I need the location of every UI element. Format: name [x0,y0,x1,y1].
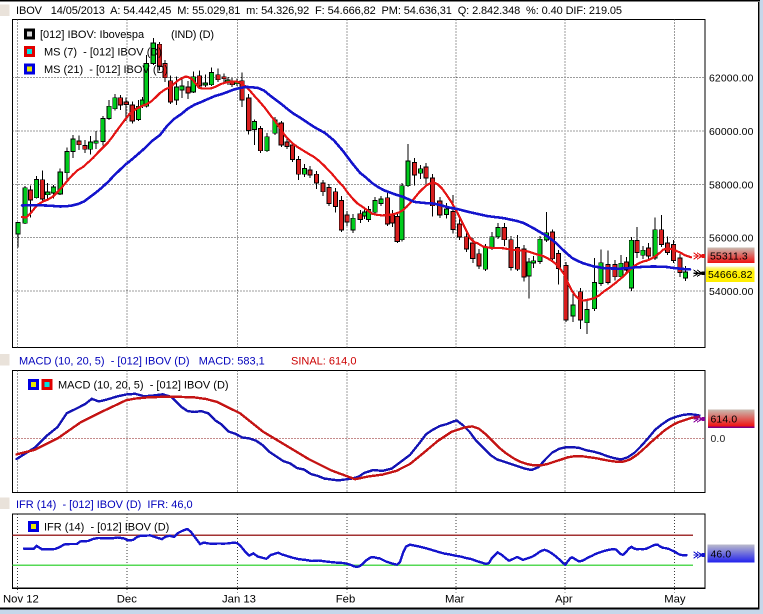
svg-text:Apr: Apr [555,594,573,606]
svg-text:0.0: 0.0 [711,434,726,445]
svg-text:Nov 12: Nov 12 [3,594,39,606]
svg-text:Feb: Feb [336,594,355,606]
svg-text:MACD (10, 20, 5) - [012] IBOV: MACD (10, 20, 5) - [012] IBOV (D) MACD: … [19,356,265,368]
svg-text:May: May [664,594,686,606]
svg-text:MS (7) - [012] IBOV (D): MS (7) - [012] IBOV (D) [44,47,162,59]
svg-text:Mar: Mar [445,594,465,606]
svg-text:(IND) (D): (IND) (D) [171,29,214,41]
svg-text:54000.00: 54000.00 [709,287,754,298]
svg-text:Dec: Dec [117,594,137,606]
svg-text:IFR (14) - [012] IBOV (D) IF: IFR (14) - [012] IBOV (D) IFR: 46,0 [16,499,193,511]
svg-text:54666.82: 54666.82 [708,270,753,281]
svg-text:60000.00: 60000.00 [709,127,754,138]
svg-text:46.0: 46.0 [711,550,732,561]
svg-text:SINAL: 614,0: SINAL: 614,0 [291,356,356,368]
svg-text:56000.00: 56000.00 [709,234,754,245]
svg-text:58000.00: 58000.00 [709,180,754,191]
svg-text:MACD (10, 20, 5) - [012] IBOV: MACD (10, 20, 5) - [012] IBOV (D) [58,380,229,392]
svg-text:62000.00: 62000.00 [709,74,754,85]
svg-text:Jan 13: Jan 13 [222,594,256,606]
svg-text:MS (21) - [012] IBOV (D): MS (21) - [012] IBOV (D) [44,64,168,76]
svg-text:55311.3: 55311.3 [710,251,748,262]
svg-text:IFR (14) - [012] IBOV (D): IFR (14) - [012] IBOV (D) [44,522,169,534]
svg-text:[012] IBOV: Ibovespa: [012] IBOV: Ibovespa [40,29,145,41]
svg-text:IBOV 14/05/2013 A: 54.442,4: IBOV 14/05/2013 A: 54.442,45 M: 55.029,8… [16,5,622,17]
svg-text:614.0: 614.0 [711,414,738,425]
